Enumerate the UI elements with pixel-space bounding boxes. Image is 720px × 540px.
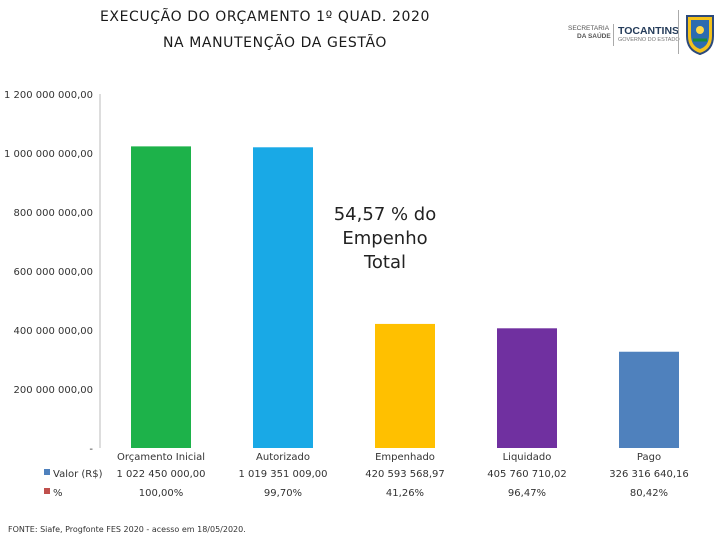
- category-label: Pago: [637, 452, 661, 463]
- annotation-line-1: 54,57 % do: [334, 204, 437, 225]
- governo-logo-text: GOVERNO DO ESTADO: [618, 37, 680, 43]
- legend-key-percent: [44, 488, 50, 494]
- y-tick-label: 600 000 000,00: [13, 267, 93, 278]
- table-cell: 420 593 568,97: [365, 469, 445, 480]
- y-tick-label: 200 000 000,00: [13, 385, 93, 396]
- category-label: Orçamento Inicial: [117, 452, 205, 463]
- table-cell: 96,47%: [508, 488, 546, 499]
- table-cell: 99,70%: [264, 488, 302, 499]
- category-label: Empenhado: [375, 452, 435, 463]
- source-footnote: FONTE: Siafe, Progfonte FES 2020 - acess…: [8, 525, 246, 534]
- bar-empenhado: [375, 323, 435, 448]
- saude-logo-text: DA SAÚDE: [577, 33, 611, 40]
- bar-pago: [619, 351, 679, 448]
- legend-key-valor: [44, 469, 50, 475]
- y-tick-label: 1 200 000 000,00: [4, 90, 93, 101]
- table-cell: 1 022 450 000,00: [116, 469, 205, 480]
- bar-autorizado: [253, 147, 313, 449]
- y-axis-ticks: - 200 000 000,00 400 000 000,00 600 000 000…: [4, 90, 93, 455]
- bar-or-amento-inicial: [131, 146, 191, 448]
- chart-title-line-1: EXECUÇÃO DO ORÇAMENTO 1º QUAD. 2020: [99, 9, 431, 25]
- table-cell: 1 019 351 009,00: [238, 469, 327, 480]
- logo-divider: [613, 24, 614, 46]
- table-cell: 405 760 710,02: [487, 469, 567, 480]
- y-tick-label: 1 000 000 000,00: [4, 149, 93, 160]
- logo-divider-2: [678, 10, 679, 54]
- secretaria-logo-text: SECRETARIA: [568, 25, 610, 32]
- table-cell: 80,42%: [630, 488, 668, 499]
- bar-liquidado: [497, 328, 557, 448]
- coat-of-arms-icon: [686, 15, 714, 56]
- y-tick-label: 800 000 000,00: [13, 208, 93, 219]
- data-table: Orçamento Inicial Autorizado Empenhado Liqu…: [44, 452, 689, 499]
- annotation-line-3: Total: [363, 252, 406, 273]
- chart-title-line-2: NA MANUTENÇÃO DA GESTÃO: [162, 35, 388, 51]
- legend-label: %: [53, 488, 63, 499]
- category-label: Liquidado: [503, 452, 552, 463]
- category-label: Autorizado: [256, 452, 310, 463]
- bars: [131, 146, 679, 449]
- bar-chart: - 200 000 000,00 400 000 000,00 600 000 000…: [4, 90, 689, 499]
- y-tick-label: 400 000 000,00: [13, 326, 93, 337]
- y-tick-label: -: [89, 444, 93, 455]
- legend-label: Valor (R$): [53, 469, 103, 480]
- table-cell: 41,26%: [386, 488, 424, 499]
- table-cell: 326 316 640,16: [609, 469, 689, 480]
- annotation-line-2: Empenho: [342, 228, 427, 249]
- header-logos: SECRETARIA DA SAÚDE TOCANTINS GOVERNO DO…: [562, 8, 720, 58]
- annotation-empenho-total: 54,57 % do Empenho Total: [334, 204, 437, 273]
- tocantins-logo-text: TOCANTINS: [618, 25, 680, 37]
- table-cell: 100,00%: [139, 488, 184, 499]
